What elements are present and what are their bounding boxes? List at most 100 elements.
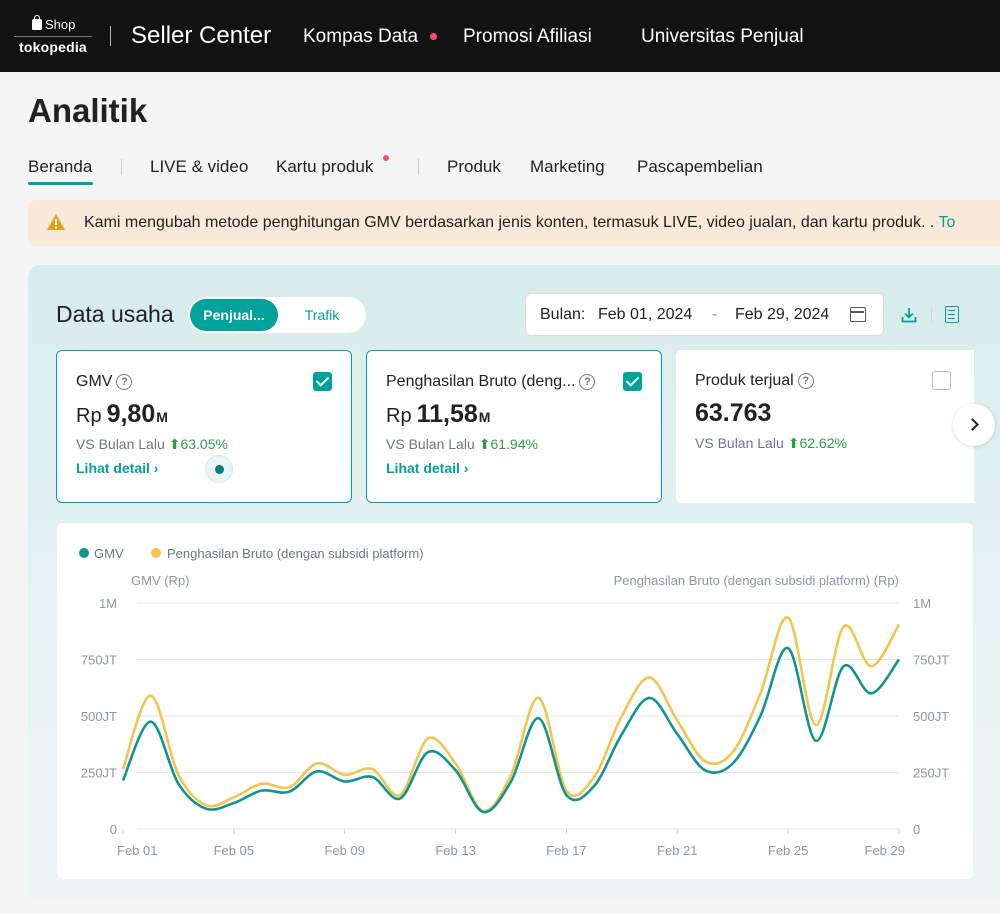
date-to: Feb 29, 2024 — [735, 306, 830, 323]
metric-value: Rp 9,80M — [76, 400, 168, 429]
metric-card-gmv[interactable]: GMV? Rp 9,80M VS Bulan Lalu ⬆63.05% Lihat … — [56, 350, 352, 503]
tab-kartu-produk[interactable]: Kartu produk — [276, 157, 374, 176]
x-tick-label: Feb 05 — [214, 843, 254, 858]
trend-up-icon: ⬆ — [478, 436, 491, 452]
y-tick-label-right: 1M — [913, 596, 931, 611]
y-axis-title-left: GMV (Rp) — [131, 573, 190, 588]
tab-separator — [418, 159, 419, 175]
metric-compare: VS Bulan Lalu ⬆63.05% — [76, 436, 228, 453]
metric-card-penghasilan-bruto[interactable]: Penghasilan Bruto (deng...? Rp 11,58M VS … — [366, 350, 662, 503]
nav-item-promosi-afiliasi[interactable]: Promosi Afiliasi — [463, 26, 592, 47]
metric-checkbox[interactable] — [313, 372, 332, 391]
banner-message: Kami mengubah metode penghitungan GMV be… — [84, 214, 935, 231]
value-unit: M — [478, 409, 491, 425]
tab-beranda[interactable]: Beranda — [28, 157, 93, 176]
metric-value: Rp 11,58M — [386, 400, 490, 429]
metric-card-produk-terjual[interactable]: Produk terjual? 63.763 VS Bulan Lalu ⬆62.… — [676, 350, 974, 503]
tab-produk[interactable]: Produk — [447, 157, 501, 176]
download-icon[interactable] — [901, 307, 917, 323]
y-tick-label-left: 750JT — [81, 653, 117, 668]
view-toggle: Penjual... Trafik — [188, 297, 366, 333]
legend-label-gmv: GMV — [94, 546, 124, 561]
date-range-picker[interactable]: Bulan: Feb 01, 2024 - Feb 29, 2024 — [525, 293, 884, 336]
x-tick-label: Feb 13 — [435, 843, 475, 858]
metric-checkbox[interactable] — [932, 371, 951, 390]
tab-live-video[interactable]: LIVE & video — [150, 157, 249, 176]
legend-label-bruto: Penghasilan Bruto (dengan subsidi platfo… — [167, 546, 424, 561]
metric-title: GMV? — [76, 373, 133, 391]
logo-brand-text: tokopedia — [19, 39, 87, 55]
x-tick-label: Feb 29 — [865, 843, 905, 858]
y-tick-label-right: 750JT — [913, 653, 949, 668]
value-unit: M — [156, 409, 168, 425]
toolbar-separator — [931, 307, 932, 323]
banner-link[interactable]: To — [938, 214, 956, 231]
y-tick-label-left: 500JT — [81, 709, 117, 724]
change-value: 62.62% — [799, 435, 847, 451]
toggle-trafik[interactable]: Trafik — [304, 307, 340, 323]
series-line-gmv — [121, 646, 901, 814]
nav-item-universitas-penjual[interactable]: Universitas Penjual — [641, 26, 804, 47]
notification-dot — [430, 33, 437, 40]
value-number: 11,58 — [416, 400, 478, 428]
calendar-icon — [850, 307, 866, 322]
toggle-penjualan[interactable]: Penjual... — [190, 299, 278, 331]
x-tick-label: Feb 09 — [324, 843, 364, 858]
tokopedia-shop-logo[interactable]: Shop tokopedia — [14, 14, 92, 58]
metric-title-text: Penghasilan Bruto (deng... — [386, 373, 576, 390]
page-title: Analitik — [28, 92, 148, 129]
warning-icon — [47, 214, 65, 230]
banner-text: Kami mengubah metode penghitungan GMV be… — [84, 214, 955, 232]
view-detail-link[interactable]: Lihat detail › — [386, 460, 469, 476]
y-tick-label-left: 1M — [99, 596, 117, 611]
y-tick-label-right: 0 — [913, 822, 920, 837]
y-tick-label-left: 0 — [110, 822, 117, 837]
value-number: 63.763 — [695, 399, 772, 427]
logo-shop-text: Shop — [45, 17, 76, 32]
currency-prefix: Rp — [386, 405, 412, 427]
trend-up-icon: ⬆ — [787, 435, 800, 451]
logo-divider — [14, 36, 92, 37]
x-tick-label: Feb 01 — [117, 843, 157, 858]
change-value: 63.05% — [180, 436, 228, 452]
data-usaha-panel: Data usaha Penjual... Trafik Bulan: Feb … — [28, 265, 1000, 901]
line-chart: GMV Penghasilan Bruto (dengan subsidi pla… — [79, 546, 949, 858]
data-usaha-title: Data usaha — [56, 301, 174, 327]
tab-marketing[interactable]: Marketing — [530, 157, 605, 176]
metric-compare: VS Bulan Lalu ⬆62.62% — [695, 435, 847, 452]
metric-value: 63.763 — [695, 399, 771, 428]
legend-dot-bruto — [151, 548, 161, 558]
help-icon[interactable]: ? — [579, 374, 596, 390]
metric-checkbox[interactable] — [623, 372, 642, 391]
view-detail-link[interactable]: Lihat detail › — [76, 460, 159, 476]
y-axis-title-right: Penghasilan Bruto (dengan subsidi platfo… — [614, 573, 899, 588]
tab-notification-dot — [383, 155, 389, 161]
active-tab-indicator — [28, 182, 93, 185]
currency-prefix: Rp — [76, 405, 102, 427]
top-nav: Shop tokopedia Seller Center Kompas Data… — [0, 0, 1000, 72]
series-line-penghasilan-bruto — [121, 616, 901, 813]
chart-card: GMV Penghasilan Bruto (dengan subsidi pla… — [57, 523, 973, 879]
metric-title-text: GMV — [76, 373, 113, 390]
help-icon[interactable]: ? — [797, 373, 814, 389]
date-from: Feb 01, 2024 — [598, 306, 693, 323]
report-icon[interactable] — [945, 306, 959, 323]
next-arrow-button[interactable] — [953, 404, 995, 446]
metric-title: Penghasilan Bruto (deng...? — [386, 373, 596, 391]
tab-separator — [121, 159, 122, 175]
nav-item-kompas-data[interactable]: Kompas Data — [303, 26, 419, 47]
info-banner: Kami mengubah metode penghitungan GMV be… — [28, 200, 1000, 246]
trend-up-icon: ⬆ — [168, 436, 181, 452]
shopping-bag-icon — [32, 15, 42, 30]
help-icon[interactable]: ? — [116, 374, 133, 390]
change-value: 61.94% — [490, 436, 538, 452]
metric-compare: VS Bulan Lalu ⬆61.94% — [386, 436, 538, 453]
tab-pascapembelian[interactable]: Pascapembelian — [637, 157, 763, 176]
y-tick-label-right: 500JT — [913, 709, 949, 724]
value-number: 9,80 — [106, 400, 156, 428]
seller-center-title[interactable]: Seller Center — [131, 22, 272, 49]
legend-dot-gmv — [79, 548, 89, 558]
compare-label: VS Bulan Lalu — [386, 436, 475, 452]
compare-label: VS Bulan Lalu — [695, 435, 784, 451]
metric-title: Produk terjual? — [695, 372, 814, 390]
